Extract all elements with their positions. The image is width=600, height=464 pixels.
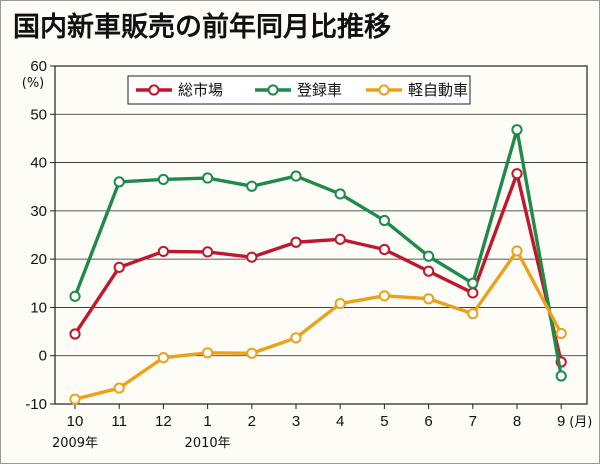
x-tick-label: 9 xyxy=(557,413,565,430)
data-point xyxy=(69,328,81,340)
legend-label: 軽自動車 xyxy=(408,81,468,99)
y-tick-label: 20 xyxy=(30,251,47,268)
series-総市場 xyxy=(69,168,567,368)
y-axis-unit: (%) xyxy=(22,76,45,91)
x-axis-unit: (月) xyxy=(569,415,592,430)
data-point xyxy=(69,290,81,302)
series-line xyxy=(74,249,563,401)
y-tick-label: 30 xyxy=(30,203,47,220)
legend-swatch-marker xyxy=(148,84,160,96)
y-tick-label: 10 xyxy=(30,299,47,316)
data-point xyxy=(290,170,302,182)
series-登録車 xyxy=(69,124,567,382)
data-point xyxy=(511,168,523,180)
y-tick-label: -10 xyxy=(25,396,47,413)
data-point xyxy=(202,347,214,359)
legend-label: 登録車 xyxy=(297,81,342,99)
year-label-2009: 2009年 xyxy=(52,436,98,451)
data-point xyxy=(334,233,346,245)
year-label-2010: 2010年 xyxy=(185,436,231,451)
data-point xyxy=(423,293,435,305)
legend: 総市場 登録車 軽自動車 xyxy=(127,75,471,105)
legend-item: 登録車 xyxy=(255,81,342,99)
data-point xyxy=(423,250,435,262)
data-point xyxy=(202,246,214,258)
x-tick-label: 6 xyxy=(424,413,432,430)
legend-item: 軽自動車 xyxy=(366,81,468,99)
x-tick-label: 3 xyxy=(292,413,300,430)
x-axis: 10 11 12 1 2 3 4 5 6 7 8 9 xyxy=(67,404,565,430)
data-point xyxy=(467,277,479,289)
series-line xyxy=(73,128,563,377)
series-軽自動車 xyxy=(69,245,567,405)
data-point xyxy=(246,180,258,192)
data-point xyxy=(555,370,567,382)
y-tick-label: 50 xyxy=(30,106,47,123)
data-point xyxy=(246,251,258,263)
data-point xyxy=(157,352,169,364)
x-tick-label: 7 xyxy=(469,413,477,430)
plot-area xyxy=(54,65,588,405)
data-point xyxy=(113,382,125,394)
data-point xyxy=(378,290,390,302)
legend-items: 総市場 登録車 軽自動車 xyxy=(136,81,468,99)
data-point xyxy=(113,176,125,188)
data-point xyxy=(157,173,169,186)
data-point xyxy=(69,393,81,405)
data-point xyxy=(334,188,346,200)
x-tick-label: 11 xyxy=(111,413,127,430)
chart-title: 国内新車販売の前年同月比推移 xyxy=(13,12,391,43)
y-tick-label: 60 xyxy=(30,58,47,75)
data-point xyxy=(290,332,302,344)
data-point xyxy=(423,265,435,277)
legend-label: 総市場 xyxy=(178,81,223,99)
data-point xyxy=(202,172,214,184)
x-tick-label: 8 xyxy=(513,413,521,430)
data-point xyxy=(113,261,125,273)
x-tick-label: 1 xyxy=(203,413,211,430)
y-tick-label: 40 xyxy=(30,155,47,172)
data-point xyxy=(511,124,523,136)
data-point xyxy=(290,236,302,248)
data-point xyxy=(378,243,390,256)
data-point xyxy=(467,308,479,320)
data-point xyxy=(157,245,169,258)
data-point xyxy=(467,287,479,299)
x-tick-label: 12 xyxy=(155,413,172,430)
y-tick-label: 0 xyxy=(39,348,47,365)
x-tick-label: 4 xyxy=(336,413,344,430)
x-tick-label: 2 xyxy=(248,413,256,430)
legend-swatch-marker xyxy=(378,84,390,96)
series-line xyxy=(73,171,563,363)
data-point xyxy=(246,347,258,359)
series-layer xyxy=(69,124,567,405)
legend-swatch-marker xyxy=(267,84,279,96)
x-tick-label: 5 xyxy=(380,413,388,430)
legend-item: 総市場 xyxy=(136,81,223,99)
data-point xyxy=(555,327,567,340)
x-tick-label: 10 xyxy=(67,413,84,430)
data-point xyxy=(511,245,523,257)
data-point xyxy=(378,214,390,227)
legend-box xyxy=(127,75,471,105)
data-point xyxy=(334,297,346,310)
y-axis: -10 0 10 20 30 40 50 60 xyxy=(25,58,55,413)
